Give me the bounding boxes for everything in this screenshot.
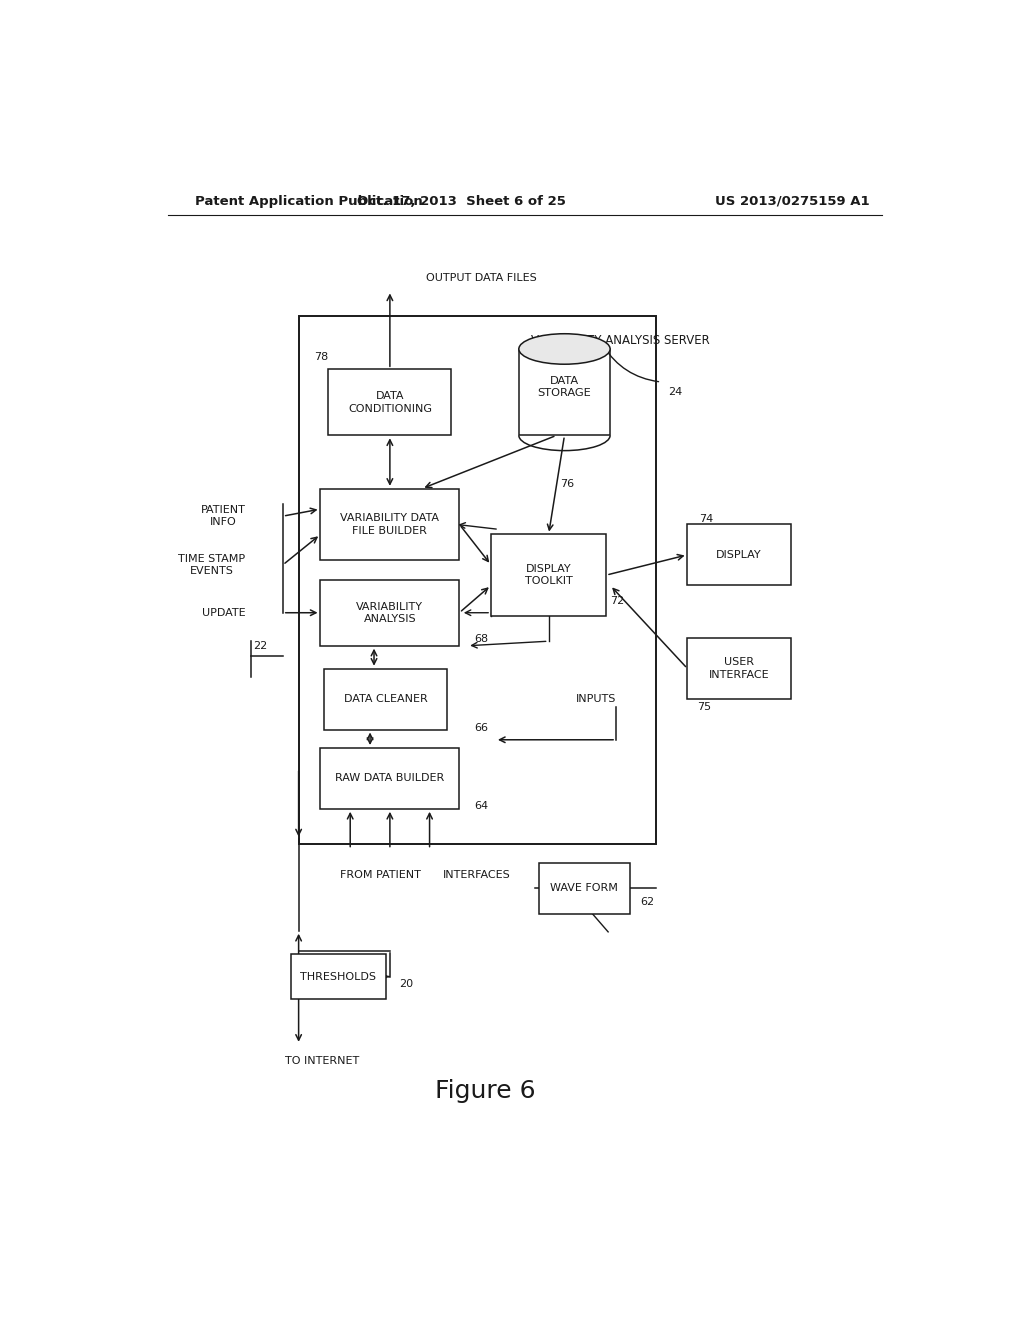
Text: 74: 74 (699, 515, 714, 524)
Text: DATA
CONDITIONING: DATA CONDITIONING (348, 391, 432, 413)
Text: 75: 75 (697, 702, 711, 713)
Text: UPDATE: UPDATE (202, 607, 246, 618)
Bar (291, 954, 386, 999)
Bar (321, 579, 460, 645)
Ellipse shape (519, 334, 610, 364)
Bar (299, 315, 655, 845)
Text: DATA CLEANER: DATA CLEANER (344, 694, 428, 704)
Text: 62: 62 (640, 898, 654, 907)
Text: DISPLAY: DISPLAY (716, 550, 762, 560)
Bar (539, 863, 630, 913)
Text: 20: 20 (399, 978, 414, 989)
Text: Oct. 17, 2013  Sheet 6 of 25: Oct. 17, 2013 Sheet 6 of 25 (357, 194, 565, 207)
Text: USER
INTERFACE: USER INTERFACE (709, 657, 769, 680)
Text: US 2013/0275159 A1: US 2013/0275159 A1 (715, 194, 870, 207)
Bar (321, 748, 460, 809)
Text: VARIABILITY DATA
FILE BUILDER: VARIABILITY DATA FILE BUILDER (340, 513, 439, 536)
Text: DATA
STORAGE: DATA STORAGE (538, 376, 591, 399)
Text: RAW DATA BUILDER: RAW DATA BUILDER (335, 774, 444, 783)
Text: Patent Application Publication: Patent Application Publication (196, 194, 423, 207)
Text: INTERFACES: INTERFACES (443, 870, 511, 880)
Text: 72: 72 (609, 595, 624, 606)
Text: INPUTS: INPUTS (577, 694, 616, 704)
Bar (329, 370, 452, 436)
Bar (519, 348, 610, 436)
Text: OUTPUT DATA FILES: OUTPUT DATA FILES (426, 273, 537, 284)
Text: THRESHOLDS: THRESHOLDS (300, 972, 376, 982)
Bar (321, 488, 460, 560)
Bar (325, 669, 447, 730)
Text: 22: 22 (253, 642, 267, 651)
Text: Figure 6: Figure 6 (435, 1080, 536, 1104)
Bar (687, 524, 791, 585)
Text: DISPLAY
TOOLKIT: DISPLAY TOOLKIT (524, 564, 572, 586)
Text: 76: 76 (560, 479, 574, 488)
Text: TO INTERNET: TO INTERNET (286, 1056, 359, 1065)
Text: WAVE FORM: WAVE FORM (550, 883, 618, 894)
Text: VARIABILITY
ANALYSIS: VARIABILITY ANALYSIS (356, 602, 423, 624)
Text: TIME STAMP
EVENTS: TIME STAMP EVENTS (178, 554, 246, 576)
Text: 24: 24 (668, 387, 682, 397)
Text: 66: 66 (474, 722, 488, 733)
Text: PATIENT
INFO: PATIENT INFO (201, 506, 246, 528)
Text: FROM PATIENT: FROM PATIENT (340, 870, 421, 880)
Bar (492, 535, 606, 616)
Text: 78: 78 (314, 351, 329, 362)
Text: 68: 68 (474, 634, 488, 644)
Text: 64: 64 (474, 801, 488, 810)
Bar (687, 638, 791, 700)
Text: VARIABILITY ANALYSIS SERVER: VARIABILITY ANALYSIS SERVER (530, 334, 710, 347)
